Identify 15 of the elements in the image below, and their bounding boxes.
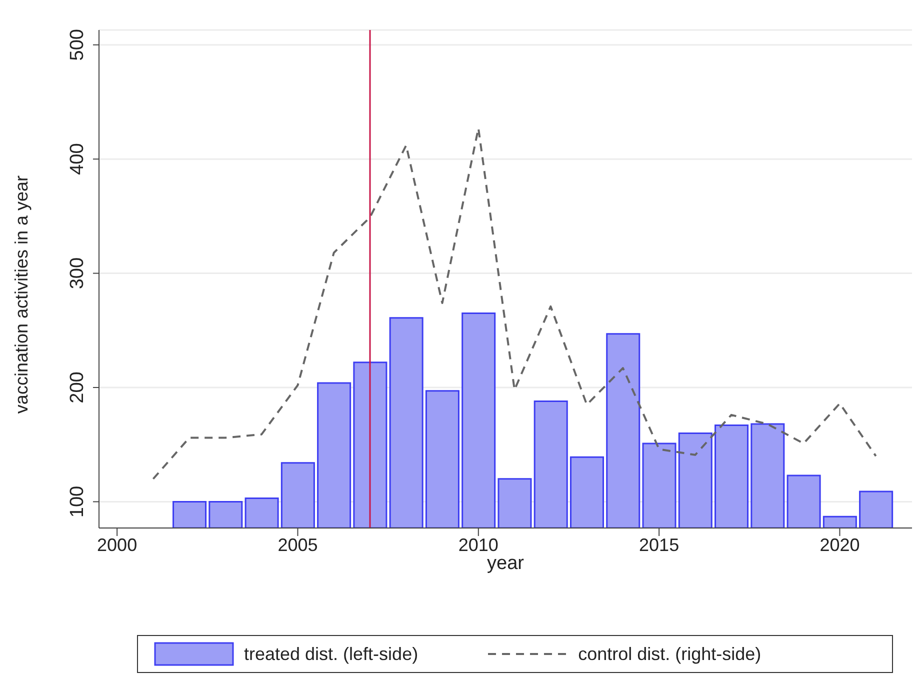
line-series <box>152 127 877 480</box>
y-tick-label: 300 <box>67 257 88 290</box>
x-tick-label: 2010 <box>458 534 498 555</box>
x-tick-label: 2015 <box>639 534 680 555</box>
legend-label: control dist. (right-side) <box>578 644 762 664</box>
y-tick-label: 400 <box>67 143 88 175</box>
x-axis-title: year <box>487 553 524 574</box>
x-tick-label: 2005 <box>278 534 318 555</box>
legend-label: treated dist. (left-side) <box>244 644 418 664</box>
x-tick-label: 2020 <box>820 534 860 555</box>
y-axis-title: vaccination activities in a year <box>12 174 32 416</box>
y-tick-label: 500 <box>67 28 88 61</box>
x-tick-label: 2000 <box>97 534 138 555</box>
y-tick-label: 100 <box>67 486 88 518</box>
y-tick-label: 200 <box>67 372 88 404</box>
